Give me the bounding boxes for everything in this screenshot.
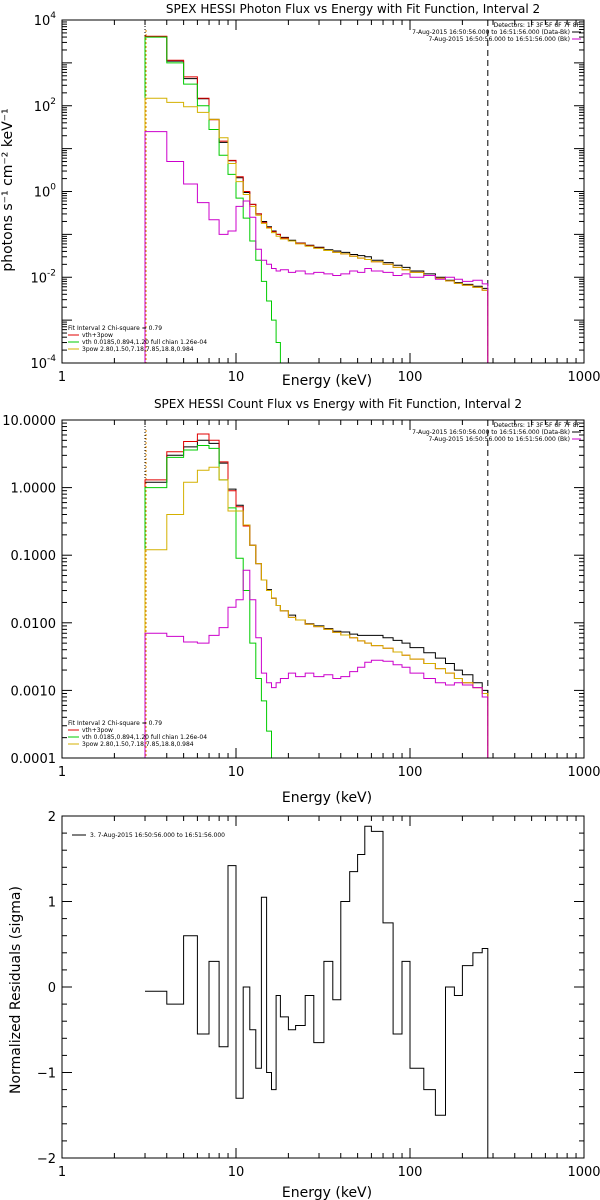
photon-flux-x-tick-label: 100: [398, 370, 423, 385]
count-flux-series-4: [144, 569, 489, 758]
residuals-y-tick-labels: −2 −1 0 1 2: [37, 810, 56, 1167]
count-flux-y-tick-label: 0.1000: [11, 549, 57, 564]
count-flux-series-3: [144, 466, 489, 758]
count-flux-x-axis-label: Energy (keV): [282, 790, 372, 806]
photon-flux-x-tick-labels: 1 10 100 1000: [58, 370, 600, 385]
photon-flux-legend-bottom-text: vth+3pow: [82, 332, 113, 339]
residuals-series-0: [145, 825, 489, 1158]
count-flux-x-tick-label: 10: [228, 765, 245, 780]
photon-flux-y-tick-label: 100: [34, 183, 57, 201]
photon-flux-legend-top-text: Detectors: 1F 3F 5F 6F 7F 8F: [494, 22, 581, 29]
residuals-y-tick-label: 2: [48, 810, 56, 825]
photon-flux-series-0: [144, 36, 489, 363]
count-flux-series-0: [144, 439, 489, 758]
count-flux-plot-frame: [61, 419, 585, 759]
photon-flux-plot-frame: [61, 19, 585, 364]
count-flux-legend-top: Detectors: 1F 3F 5F 6F 7F 8F7-Aug-2015 1…: [412, 422, 581, 443]
photon-flux-interval-lines: [144, 20, 489, 363]
photon-flux-y-tick-labels: 10-4 10-2 100 102 104: [30, 11, 56, 372]
photon-flux-y-tick-label: 104: [34, 11, 57, 29]
photon-flux-legend-bottom: Fit Interval 2 Chi-square = 0.79vth+3pow…: [68, 325, 207, 353]
residuals-x-tick-label: 100: [398, 1165, 423, 1180]
residuals-legend-text: 3. 7-Aug-2015 16:50:56.000 to 16:51:56.0…: [90, 832, 225, 839]
photon-flux-panel: SPEX HESSI Photon Flux vs Energy with Fi…: [0, 2, 600, 389]
count-flux-x-tick-label: 1: [58, 765, 66, 780]
photon-flux-series-3: [144, 97, 489, 363]
count-flux-y-tick-label: 0.0100: [11, 617, 57, 632]
count-flux-legend-bottom: Fit Interval 2 Chi-square = 0.79vth+3pow…: [68, 720, 207, 748]
residuals-y-tick-label: 1: [48, 896, 56, 911]
count-flux-legend-bottom-text: vth+3pow: [82, 727, 113, 734]
residuals-series: [145, 825, 489, 1158]
count-flux-title: SPEX HESSI Count Flux vs Energy with Fit…: [154, 397, 522, 411]
count-flux-legend-top-text: 7-Aug-2015 16:50:56.000 to 16:51:56.000 …: [428, 436, 570, 443]
residuals-x-tick-label: 1000: [567, 1165, 600, 1180]
count-flux-x-tick-label: 1000: [567, 765, 600, 780]
count-flux-y-tick-label: 0.0001: [11, 752, 57, 767]
count-flux-legend-top-text: 7-Aug-2015 16:50:56.000 to 16:51:56.000 …: [412, 429, 570, 436]
residuals-x-tick-labels: 1 10 100 1000: [58, 1165, 600, 1180]
photon-flux-x-tick-label: 1000: [567, 370, 600, 385]
residuals-ticks: [61, 815, 584, 1159]
photon-flux-y-axis-label: photons s⁻¹ cm⁻² keV⁻¹: [0, 108, 16, 271]
residuals-y-axis-label: Normalized Residuals (sigma): [8, 886, 24, 1094]
photon-flux-x-tick-label: 1: [58, 370, 66, 385]
count-flux-legend-top-text: Detectors: 1F 3F 5F 6F 7F 8F: [494, 422, 581, 429]
count-flux-x-tick-label: 100: [398, 765, 423, 780]
count-flux-y-tick-labels: 0.0001 0.0010 0.0100 0.1000 1.0000 10.0000: [2, 414, 56, 767]
count-flux-legend-bottom-text: 3pow 2.80,1.50,7.18,7.85,18.8,0.984: [82, 741, 194, 748]
photon-flux-series-1: [144, 35, 489, 363]
photon-flux-legend-top-text: 7-Aug-2015 16:50:56.000 to 16:51:56.000 …: [412, 29, 570, 36]
photon-flux-x-tick-label: 10: [228, 370, 245, 385]
photon-flux-title: SPEX HESSI Photon Flux vs Energy with Fi…: [166, 2, 540, 16]
count-flux-y-tick-label: 10.0000: [2, 414, 56, 429]
count-flux-panel: SPEX HESSI Count Flux vs Energy with Fit…: [2, 397, 600, 806]
photon-flux-series-2: [144, 36, 296, 364]
photon-flux-y-tick-label: 102: [34, 97, 56, 115]
photon-flux-y-tick-label: 10-2: [30, 268, 56, 286]
residuals-y-tick-label: −1: [37, 1067, 56, 1082]
photon-flux-series: [144, 35, 489, 364]
count-flux-legend-bottom-text: vth 0.0185,0.894,1.20 full chian 1.26e-0…: [82, 734, 207, 741]
photon-flux-series-4: [144, 131, 489, 363]
residuals-x-tick-label: 1: [58, 1165, 66, 1180]
photon-flux-legend-bottom-text: 3pow 2.80,1.50,7.18,7.85,18.8,0.984: [82, 346, 194, 353]
photon-flux-legend-top: Detectors: 1F 3F 5F 6F 7F 8F7-Aug-2015 1…: [412, 22, 581, 43]
count-flux-y-tick-label: 0.0010: [11, 684, 57, 699]
photon-flux-legend-bottom-text: vth 0.0185,0.894,1.20 full chian 1.26e-0…: [82, 339, 207, 346]
count-flux-ticks: [61, 419, 584, 759]
count-flux-legend-bottom-text: Fit Interval 2 Chi-square = 0.79: [68, 720, 162, 727]
photon-flux-x-axis-label: Energy (keV): [282, 373, 372, 389]
count-flux-x-tick-labels: 1 10 100 1000: [58, 765, 600, 780]
count-flux-series: [144, 433, 489, 759]
photon-flux-legend-top-text: 7-Aug-2015 16:50:56.000 to 16:51:56.000 …: [428, 36, 570, 43]
residuals-plot-frame: [61, 815, 585, 1159]
residuals-x-tick-label: 10: [228, 1165, 245, 1180]
photon-flux-ticks: [61, 19, 584, 364]
count-flux-y-tick-label: 1.0000: [11, 482, 57, 497]
photon-flux-legend-bottom-text: Fit Interval 2 Chi-square = 0.79: [68, 325, 162, 332]
photon-flux-y-tick-label: 10-4: [30, 354, 56, 372]
residuals-y-tick-label: 0: [48, 981, 56, 996]
count-flux-interval-lines: [144, 420, 489, 758]
residuals-y-tick-label: −2: [37, 1152, 56, 1167]
count-flux-series-2: [144, 445, 277, 759]
residuals-x-axis-label: Energy (keV): [282, 1185, 372, 1200]
residuals-panel: −2 −1 0 1 2 1 10 100 1000 Energy (keV) Normaliz…: [8, 810, 600, 1200]
